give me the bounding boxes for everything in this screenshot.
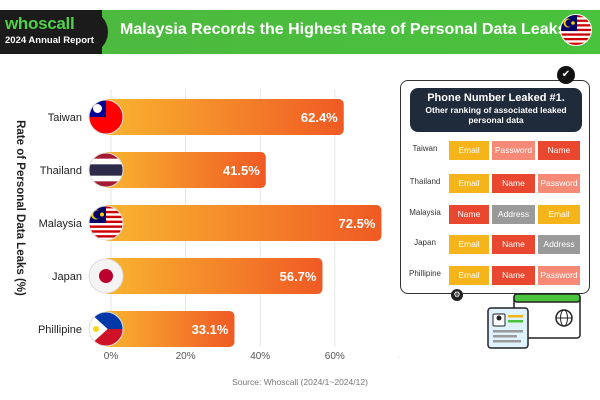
- category-label: Taiwan: [48, 112, 82, 124]
- header-banner: whoscall 2024 Annual Report Malaysia Rec…: [0, 10, 600, 54]
- ranking-cell-address: Address: [538, 235, 580, 254]
- ranking-cell-name: Name: [492, 235, 535, 254]
- ranking-country-label: Malaysia: [409, 208, 441, 217]
- gear-icon: ⚙: [451, 289, 463, 301]
- ranking-cell-email: Email: [449, 141, 489, 160]
- data-leak-illustration-icon: [487, 293, 581, 349]
- philippines-flag-icon: [88, 311, 124, 347]
- bar-thailand: [103, 152, 266, 188]
- page-title: Malaysia Records the Highest Rate of Per…: [120, 21, 572, 38]
- ranking-cell-password: Password: [538, 174, 580, 193]
- ranking-cell-password: Password: [538, 266, 580, 285]
- ranking-row: Thailand Email Name Password: [404, 174, 580, 194]
- bar-phillipine: [103, 311, 235, 347]
- category-label: Phillipine: [38, 324, 82, 336]
- category-label: Thailand: [40, 165, 82, 177]
- brand-name: whoscall: [5, 14, 75, 33]
- category-label: Malaysia: [39, 218, 83, 230]
- ranking-cell-name: Name: [449, 205, 489, 224]
- source-note: Source: Whoscall (2024/1~2024/12): [232, 377, 368, 387]
- ranking-cell-email: Email: [449, 266, 489, 285]
- ranking-country-label: Taiwan: [412, 144, 438, 153]
- bar-japan: [103, 258, 323, 294]
- bar-malaysia: [103, 205, 382, 241]
- ranking-cell-address: Address: [492, 205, 535, 224]
- bar-taiwan: [103, 99, 344, 135]
- x-tick-label: 80%: [399, 351, 400, 362]
- x-tick-label: 0%: [104, 351, 119, 362]
- shield-badge-icon: ✔: [557, 66, 575, 84]
- data-label: 62.4%: [301, 110, 338, 125]
- malaysia-flag-icon: [88, 205, 124, 241]
- report-label: 2024 Annual Report: [5, 35, 94, 46]
- ranking-country-label: Japan: [414, 238, 436, 247]
- x-tick-label: 20%: [176, 351, 196, 362]
- ranking-country-label: Thailand: [409, 177, 441, 186]
- ranking-cell-name: Name: [492, 266, 535, 285]
- panel-subtitle: Other ranking of associated leaked perso…: [425, 105, 567, 125]
- ranking-cell-email: Email: [538, 205, 580, 224]
- data-label: 33.1%: [192, 322, 229, 337]
- ranking-cell-email: Email: [449, 174, 489, 193]
- ranking-cell-email: Email: [449, 235, 489, 254]
- data-label: 72.5%: [339, 216, 376, 231]
- x-tick-label: 60%: [325, 351, 345, 362]
- x-tick-label: 40%: [250, 351, 270, 362]
- category-label: Japan: [52, 271, 82, 283]
- data-label: 41.5%: [223, 163, 260, 178]
- ranking-cell-password: Password: [492, 141, 535, 160]
- taiwan-flag-icon: [88, 99, 124, 135]
- ranking-row: Malaysia Name Address Email: [404, 205, 580, 225]
- brand-logo: whoscall 2024 Annual Report: [0, 10, 108, 54]
- ranking-cell-name: Name: [538, 141, 580, 160]
- panel-header: Phone Number Leaked #1. Other ranking of…: [410, 88, 582, 132]
- ranking-row: Japan Email Name Address: [404, 235, 580, 255]
- panel-title: Phone Number Leaked #1.: [427, 92, 565, 104]
- ranking-country-label: Phillipine: [408, 269, 442, 278]
- bar-chart: 0%20%40%60%80%100%Taiwan62.4%Thailand41.…: [38, 89, 400, 362]
- ranking-cell-name: Name: [492, 174, 535, 193]
- data-label: 56.7%: [280, 269, 317, 284]
- ranking-row: Phillipine Email Name Password: [404, 266, 580, 286]
- malaysia-flag-icon: [560, 14, 592, 46]
- thailand-flag-icon: [88, 152, 124, 188]
- japan-flag-icon: [88, 258, 124, 294]
- ranking-row: Taiwan Email Password Name: [404, 141, 580, 161]
